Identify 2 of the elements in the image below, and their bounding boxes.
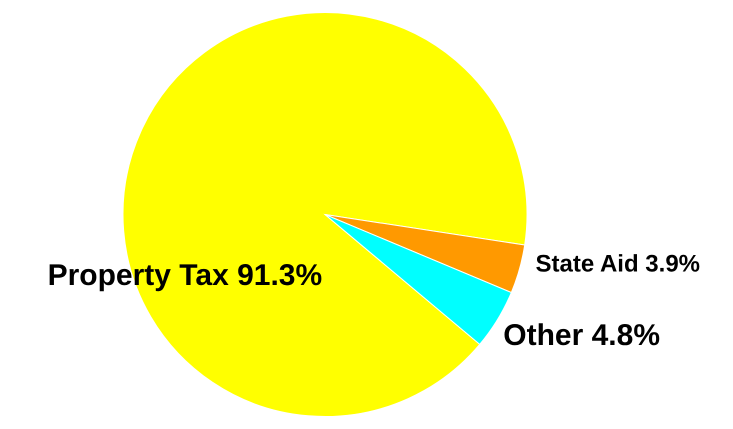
slice-label: Other 4.8% xyxy=(503,319,660,352)
slice-label: State Aid 3.9% xyxy=(536,250,700,278)
